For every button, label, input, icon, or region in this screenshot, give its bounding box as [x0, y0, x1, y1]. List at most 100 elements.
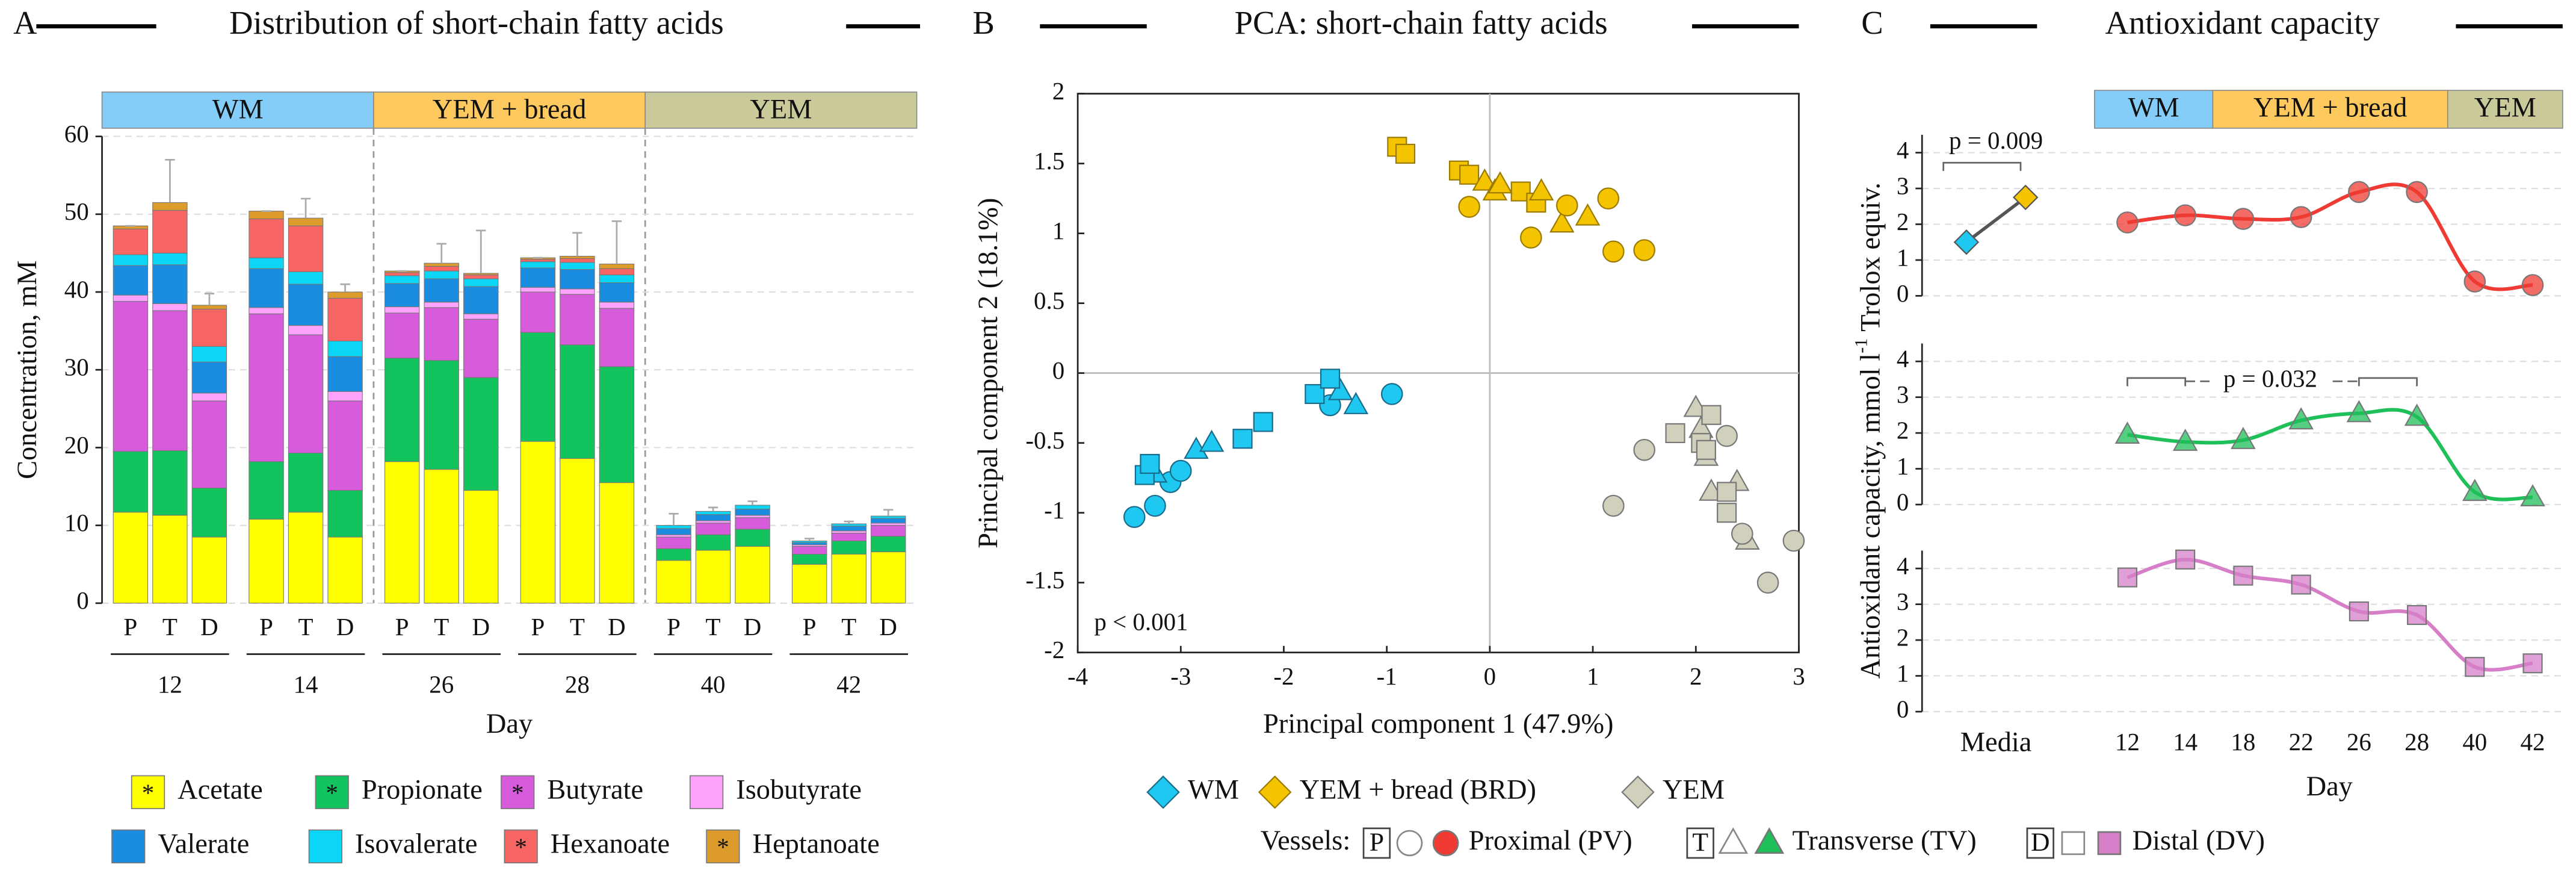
- point: [2521, 274, 2544, 296]
- bar-segment: [424, 262, 459, 267]
- y-tick-label: 0: [1897, 695, 1909, 722]
- bar-segment: [656, 560, 691, 604]
- y-tick-label: 20: [64, 432, 89, 459]
- bar-segment: [560, 269, 595, 290]
- chart-title: Antioxidant capacity: [2105, 4, 2380, 41]
- bar-segment: [831, 533, 866, 542]
- legend-mark: *: [142, 780, 154, 807]
- bar-segment: [520, 267, 556, 288]
- letter: T: [1692, 828, 1708, 857]
- error-bar: [300, 197, 311, 219]
- point: [1717, 503, 1737, 523]
- bar-segment: [599, 366, 635, 483]
- bar-segment: [463, 273, 499, 276]
- vessels-label: Vessels:: [1261, 825, 1350, 856]
- legend-outline: [2061, 831, 2086, 856]
- bar-segment: [735, 517, 770, 530]
- point: [1458, 196, 1480, 218]
- bar-segment: [871, 515, 906, 519]
- bar-segment: [327, 536, 363, 604]
- x-tick-label: 1: [1587, 663, 1599, 690]
- letter: P: [1370, 828, 1384, 857]
- bar-segment: [385, 275, 420, 284]
- bar-segment: [560, 256, 595, 259]
- bar-segment: [288, 512, 324, 604]
- point: [1232, 429, 1253, 449]
- x-axis-label: Day: [2306, 771, 2353, 802]
- y-tick-label: 1: [1897, 453, 1909, 480]
- point: [2520, 484, 2545, 507]
- bar-segment: [424, 270, 459, 279]
- legend-outline: [1718, 827, 1749, 854]
- bar-segment: [560, 294, 595, 346]
- bar-segment: [424, 302, 459, 308]
- y-tick-label: 2: [1052, 78, 1064, 105]
- bar-segment: [288, 284, 324, 326]
- legend-swatch: [706, 829, 740, 863]
- point: [2175, 549, 2196, 570]
- bar-segment: [385, 306, 420, 314]
- bar-segment: [113, 512, 149, 604]
- y-axis-label-part: Trolox equiv.: [1855, 182, 1886, 332]
- panel-label: A: [13, 4, 37, 41]
- bar-segment: [599, 308, 635, 367]
- point: [1140, 453, 1160, 474]
- bar-segment: [424, 360, 459, 470]
- x-tick-label: P: [667, 614, 681, 641]
- bar-segment: [191, 536, 227, 604]
- legend-mark: *: [717, 834, 729, 861]
- media-point: [1953, 229, 1980, 255]
- media-point: [2012, 184, 2039, 211]
- legend-label: Valerate: [158, 829, 249, 860]
- bar-segment: [791, 564, 827, 604]
- x-tick-label: 40: [2462, 728, 2487, 756]
- bar-segment: [385, 312, 420, 359]
- point: [1144, 494, 1166, 517]
- x-tick-label: 12: [2115, 728, 2140, 756]
- bar-segment: [831, 530, 866, 534]
- error-bar: [669, 512, 679, 526]
- bar-segment: [735, 529, 770, 547]
- phase-label: YEM: [750, 94, 812, 125]
- point: [2233, 565, 2253, 586]
- bar-segment: [385, 272, 420, 276]
- x-tick-label: 14: [2173, 728, 2198, 756]
- point: [1327, 377, 1353, 400]
- bar-segment: [288, 325, 324, 335]
- y-tick-label: 2: [1897, 624, 1909, 651]
- bar-segment: [113, 300, 149, 452]
- bar-segment: [735, 515, 770, 518]
- x-tick-label: -1: [1377, 663, 1397, 690]
- phase-label: YEM + bread: [433, 94, 586, 125]
- bar-segment: [288, 452, 324, 513]
- annotation: p < 0.001: [1094, 609, 1188, 636]
- chart-title: PCA: short-chain fatty acids: [1235, 4, 1608, 41]
- bar-segment: [113, 228, 149, 255]
- x-tick-label: T: [841, 614, 856, 641]
- y-tick-label: 0: [1052, 357, 1064, 384]
- x-tick-label: 22: [2289, 728, 2314, 756]
- group-label: 28: [565, 671, 590, 698]
- bar-segment: [560, 258, 595, 263]
- bar-segment: [463, 377, 499, 491]
- phase-label: YEM + bread: [2253, 93, 2407, 123]
- bar-segment: [871, 523, 906, 526]
- error-bar: [165, 158, 175, 203]
- y-tick-label: 3: [1897, 588, 1909, 615]
- bar-segment: [831, 540, 866, 554]
- y-axis-label-part: Antioxidant capacity, mmol l: [1855, 353, 1886, 679]
- x-tick-label: T: [162, 614, 178, 641]
- chart-title: Distribution of short-chain fatty acids: [229, 4, 724, 41]
- bar-segment: [113, 254, 149, 266]
- legend-swatch: [504, 829, 538, 863]
- bar-segment: [424, 278, 459, 303]
- bar-segment: [599, 275, 635, 284]
- bar-segment: [599, 482, 635, 604]
- x-tick-label: 18: [2231, 728, 2255, 756]
- point: [2232, 208, 2255, 230]
- bar-segment: [152, 202, 188, 211]
- point: [2231, 427, 2256, 449]
- point: [2462, 479, 2488, 502]
- bar-segment: [695, 511, 731, 515]
- bar-segment: [520, 287, 556, 293]
